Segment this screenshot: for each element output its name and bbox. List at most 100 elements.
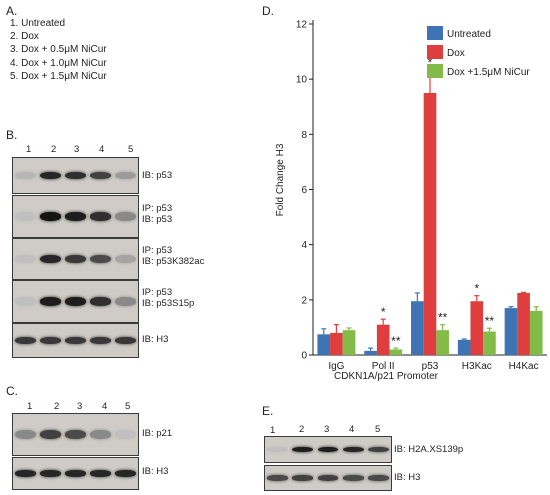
panel-e-label: E. [262, 404, 274, 418]
y-tick-label: 0 [301, 351, 307, 362]
blot-e-1 [264, 465, 392, 491]
blot-band [115, 429, 136, 439]
blot-band [342, 475, 364, 481]
blot-band [267, 446, 288, 453]
significance-marker: * [381, 305, 386, 319]
blot-band [65, 470, 86, 477]
y-tick-label: 12 [296, 20, 308, 31]
blot-band [90, 211, 111, 221]
lane-number: 5 [125, 401, 131, 412]
bar [389, 349, 403, 355]
blot-c-1 [12, 457, 139, 490]
lane-number: 4 [349, 424, 355, 435]
lane-number: 5 [375, 424, 381, 435]
blot-band [90, 429, 111, 439]
lane-number: 2 [51, 144, 57, 155]
blot-band [15, 470, 36, 477]
bar [517, 292, 530, 355]
y-tick-label: 6 [301, 185, 307, 196]
blot-band [90, 336, 111, 345]
blot-label: IB: H3 [394, 472, 421, 483]
blot-band [40, 296, 61, 306]
blot-band [40, 336, 61, 345]
blot-b-4 [12, 323, 139, 358]
bar [436, 330, 449, 355]
y-tick-label: 8 [301, 130, 307, 141]
blot-band [267, 475, 288, 481]
blot-band [65, 336, 86, 345]
blot-b-0 [12, 157, 139, 194]
legend-swatch [427, 45, 443, 59]
bar [423, 92, 437, 355]
lane-number: 3 [324, 424, 330, 435]
lane-number: 2 [299, 424, 305, 435]
x-tick-label: H3Kac [462, 361, 492, 372]
blot-band [368, 475, 389, 481]
blot-band [115, 296, 136, 306]
x-tick-label: Pol II [372, 361, 395, 372]
blot-label: IP: p53 IB: p53S15p [142, 287, 195, 309]
blot-band [115, 171, 136, 180]
lane-number: 4 [99, 144, 105, 155]
panel-b-label: B. [6, 128, 18, 142]
blot-band [342, 446, 364, 453]
blot-band [292, 475, 314, 481]
blot-band [317, 475, 339, 481]
significance-marker: ** [391, 334, 401, 348]
blot-band [65, 296, 86, 306]
x-tick-label: IgG [328, 361, 344, 372]
legend-label: Untreated [447, 29, 491, 40]
blot-band [40, 429, 61, 439]
y-tick-label: 10 [296, 75, 308, 86]
panel-c-label: C. [6, 384, 18, 398]
y-tick-label: 4 [301, 240, 307, 251]
treatment-item: 1. Untreated [10, 18, 66, 29]
treatment-item: 5. Dox + 1.5μM NiCur [10, 70, 107, 82]
bar [529, 310, 543, 355]
significance-marker: * [428, 56, 433, 70]
blot-band [65, 171, 86, 180]
blot-band [40, 254, 61, 264]
x-axis-label: CDKN1A/p21 Promoter [334, 371, 439, 382]
significance-marker: ** [485, 314, 495, 328]
bar [342, 330, 356, 355]
blot-band [15, 429, 36, 439]
lane-number: 1 [270, 425, 276, 436]
blot-band [15, 296, 36, 306]
bar [483, 331, 496, 355]
blot-band [115, 211, 136, 221]
blot-band [65, 254, 86, 264]
lane-number: 3 [77, 401, 83, 412]
blot-b-1 [12, 195, 139, 238]
blot-band [15, 254, 36, 264]
lane-number: 5 [128, 144, 134, 155]
treatment-item: 3. Dox + 0.5μM NiCur [10, 44, 107, 56]
treatment-list: 1. Untreated 2. Dox 3. Dox + 0.5μM NiCur… [10, 17, 107, 83]
blot-label: IP: p53 IB: p53K382ac [142, 245, 205, 267]
blot-label: IB: H3 [142, 466, 169, 477]
bar [411, 301, 424, 355]
lane-number: 3 [74, 144, 80, 155]
blot-label: IP: p53 IB: p53 [142, 203, 173, 225]
bar [457, 339, 471, 355]
significance-marker: * [474, 282, 479, 296]
treatment-item: 4. Dox + 1.0μM NiCur [10, 57, 107, 69]
blot-band [15, 211, 36, 221]
x-tick-label: p53 [422, 361, 439, 372]
bar [364, 350, 377, 355]
blot-b-3 [12, 280, 139, 323]
blot-band [65, 429, 86, 439]
blot-b-2 [12, 238, 139, 280]
blot-c-0 [12, 413, 139, 456]
lane-number: 4 [102, 401, 108, 412]
blot-label: IB: H3 [142, 334, 169, 345]
panel-d-label: D. [262, 4, 274, 18]
x-tick-label: H4Kac [509, 361, 539, 372]
lane-number: 1 [26, 144, 32, 155]
legend-swatch [427, 64, 443, 78]
blot-band [65, 211, 86, 221]
legend-label: Dox +1.5μM NiCur [447, 67, 530, 78]
blot-label: IB: H2A.XS139p [394, 444, 464, 455]
bar [504, 308, 518, 355]
treatment-item: 2. Dox [10, 31, 39, 43]
